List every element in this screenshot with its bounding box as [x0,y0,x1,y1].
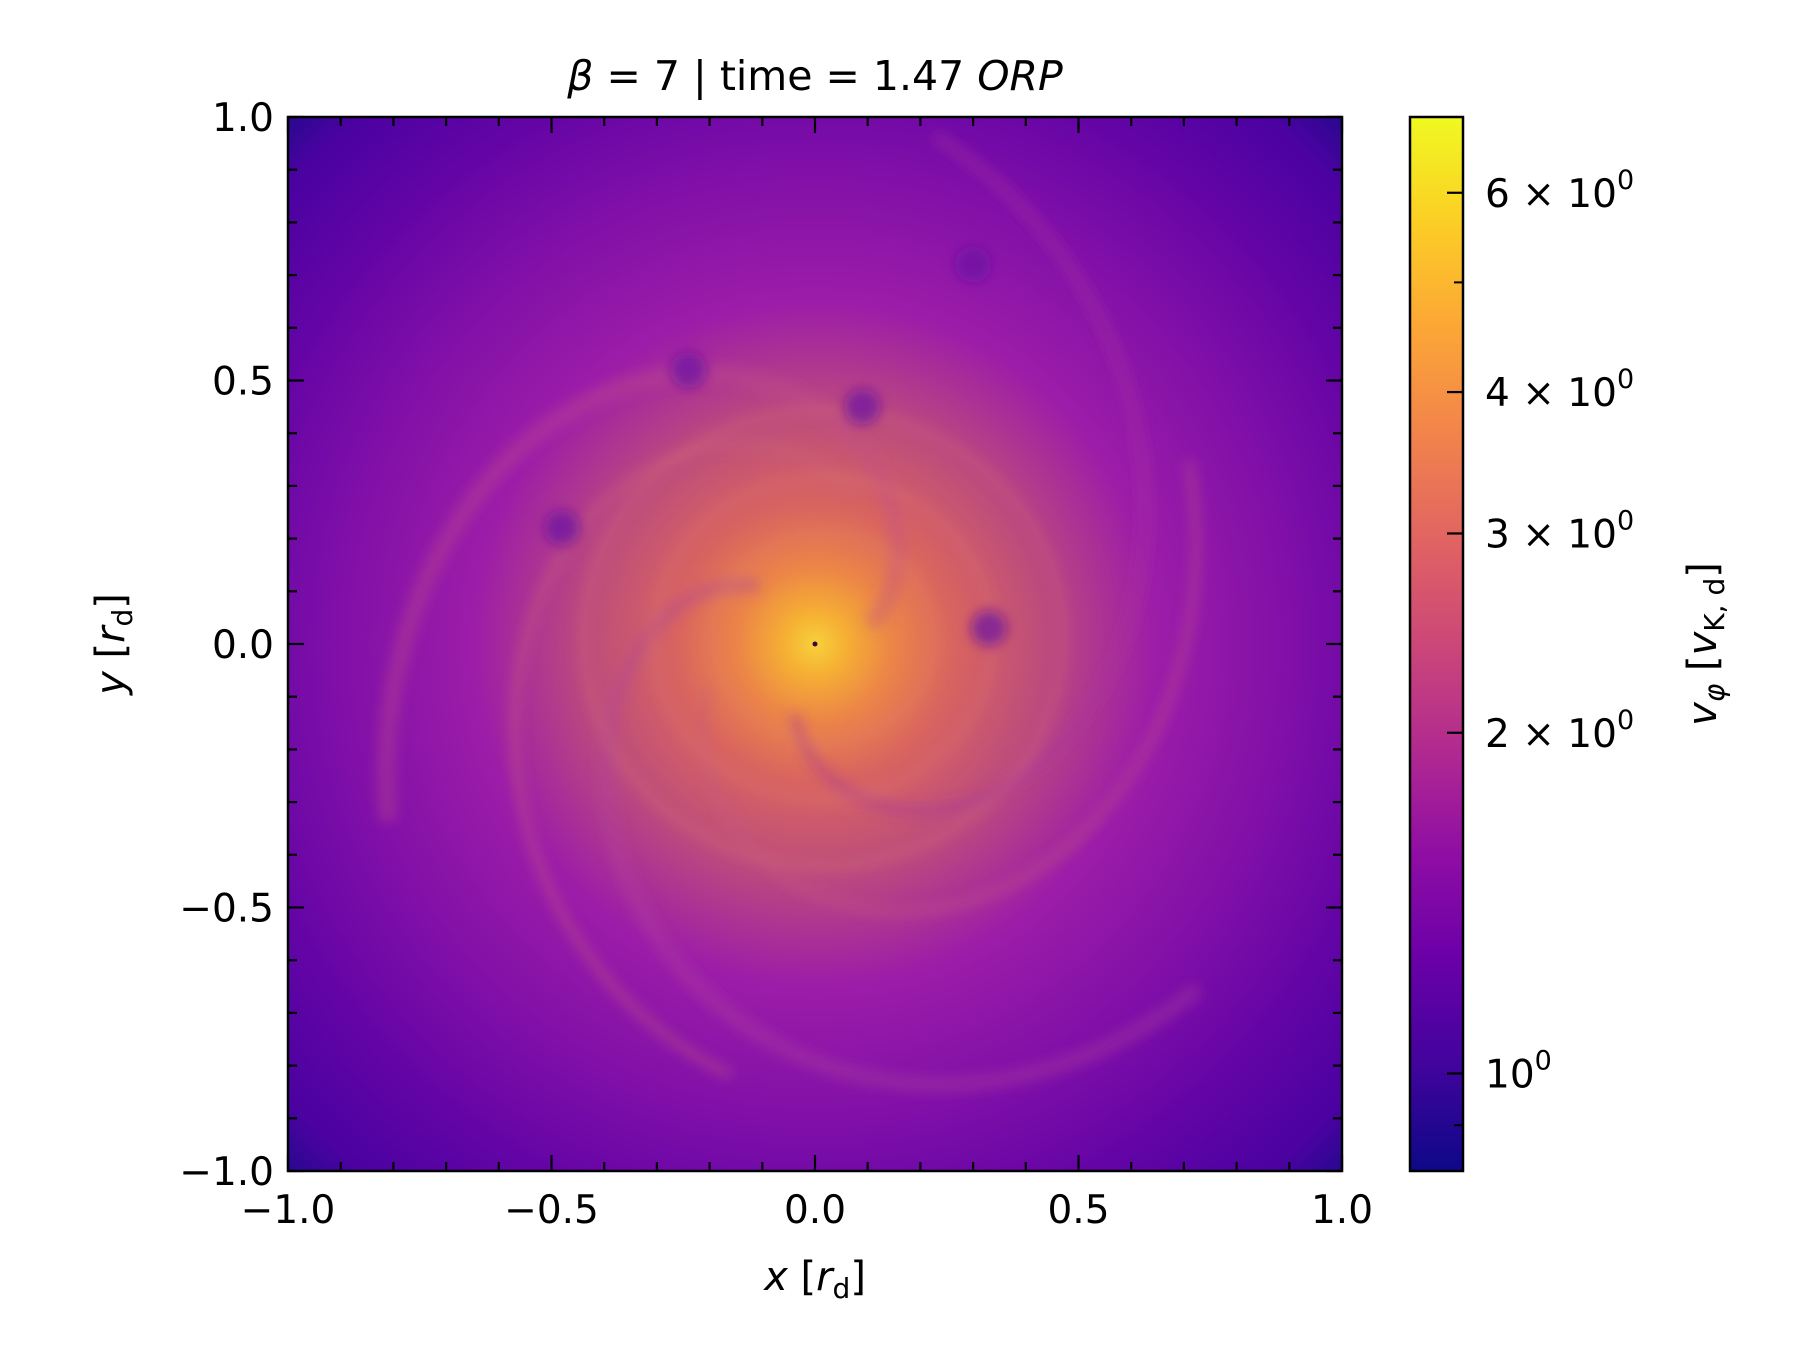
x-tick-label: 1.0 [1311,1188,1373,1233]
spiral-arm [509,439,857,1080]
vortex [955,246,992,283]
core-ring [710,530,936,746]
x-tick-label: −1.0 [241,1188,336,1233]
x-tick-label: 0.5 [1047,1188,1109,1233]
plot-ticks [286,115,1344,1173]
y-tick-label: 0.0 [212,623,274,668]
colorbar-ticks [1447,116,1463,1127]
colorbar-tick-label: 3 × 100 [1485,505,1634,557]
spiral-structure [377,129,1203,1093]
vortex [670,351,707,388]
y-tick-label: −1.0 [179,1150,274,1195]
vortex [844,388,881,425]
y-tick-labels: −1.0 −0.5 0.0 0.5 1.0 [179,96,274,1195]
colorbar-label: vφ [vK, d] [1680,562,1731,726]
x-axis-label: x [rd] [762,1254,866,1305]
colorbar-tick-label: 4 × 100 [1485,364,1634,416]
x-tick-labels: −1.0 −0.5 0.0 0.5 1.0 [241,1188,1373,1233]
central-source [812,641,818,647]
colorbar [1408,115,1465,1173]
spiral-arm [377,364,908,822]
y-axis-label: y [rd] [88,593,139,696]
title-unit: ORP [977,52,1063,100]
spiral-arm [597,576,1203,1093]
colorbar-tick-labels: 100 2 × 100 3 × 100 4 × 100 6 × 100 [1485,165,1634,1098]
y-tick-label: −0.5 [179,887,274,932]
vortex-markers [544,246,1007,647]
spiral-arm [787,129,1153,818]
x-tick-label: −0.5 [504,1188,599,1233]
title-beta: β [566,52,593,100]
x-tick-label: 0.0 [784,1188,846,1233]
vortex [970,610,1007,647]
heatmap-field [288,117,1342,1171]
spiral-arm [697,460,1202,917]
vortex [544,510,581,547]
y-tick-label: 1.0 [212,96,274,141]
colorbar-tick-label: 2 × 100 [1485,705,1634,757]
y-tick-label: 0.5 [212,360,274,405]
core-ring [580,407,1066,869]
colorbar-tick-label: 6 × 100 [1485,165,1634,217]
chart-title: β = 7 | time = 1.47 ORP [566,52,1063,100]
title-text: = 7 | time = 1.47 [593,52,977,100]
colorbar-tick-label: 100 [1485,1045,1552,1097]
